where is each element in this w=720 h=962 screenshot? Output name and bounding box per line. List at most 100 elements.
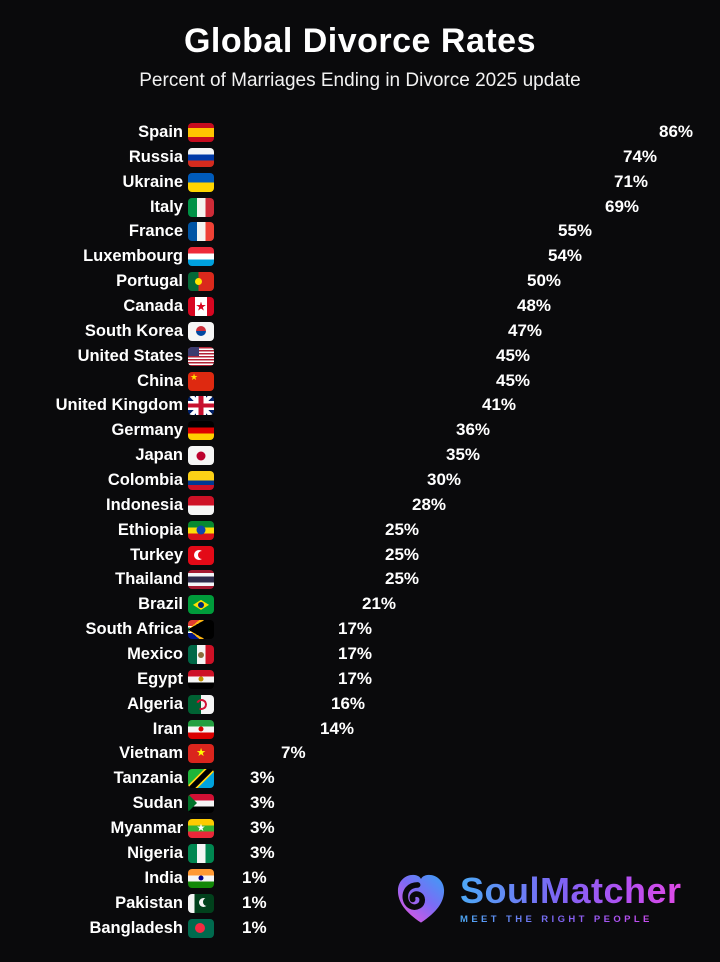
chart-row: Nigeria 3% <box>0 841 720 866</box>
value-label: 1% <box>242 867 267 887</box>
fr-flag-icon <box>188 222 214 242</box>
chart-row: Ethiopia 25% <box>0 518 720 543</box>
chart-row: Mexico 17% <box>0 642 720 667</box>
value-label: 48% <box>517 296 552 316</box>
chart-row: Bangladesh 1% <box>0 916 720 941</box>
value-label: 3% <box>250 842 275 862</box>
value-label: 3% <box>250 818 275 838</box>
chart-rows: Spain 86% Russia 74% Ukraine 71% Italy 6… <box>0 120 720 940</box>
co-flag-icon <box>188 471 214 491</box>
country-label: Luxembourg <box>83 247 183 266</box>
value-label: 1% <box>242 892 267 912</box>
id-flag-icon <box>188 495 214 515</box>
tz-flag-icon <box>188 769 214 789</box>
chart-row: Colombia 30% <box>0 468 720 493</box>
eg-flag-icon <box>188 669 214 689</box>
value-label: 69% <box>605 196 640 216</box>
chart-header: Global Divorce Rates Percent of Marriage… <box>0 0 720 92</box>
br-flag-icon <box>188 595 214 615</box>
de-flag-icon <box>188 421 214 441</box>
country-label: Colombia <box>107 471 183 490</box>
logo-tagline: MEET THE RIGHT PEOPLE <box>460 914 682 925</box>
value-label: 45% <box>496 345 531 365</box>
chart-row: United States 45% <box>0 344 720 369</box>
value-label: 3% <box>250 768 275 788</box>
value-label: 17% <box>338 644 373 664</box>
vn-flag-icon <box>188 744 214 764</box>
chart-row: South Korea 47% <box>0 319 720 344</box>
country-label: Russia <box>128 147 183 166</box>
country-label: Pakistan <box>115 893 183 912</box>
cn-flag-icon <box>188 371 214 391</box>
country-label: Italy <box>149 197 183 216</box>
country-label: South Africa <box>85 620 183 639</box>
value-label: 16% <box>331 693 366 713</box>
country-label: United Kingdom <box>55 396 183 415</box>
in-flag-icon <box>188 868 214 888</box>
value-label: 25% <box>385 569 420 589</box>
mx-flag-icon <box>188 645 214 665</box>
chart-row: Portugal 50% <box>0 269 720 294</box>
chart-row: Pakistan 1% <box>0 891 720 916</box>
country-label: Brazil <box>138 595 183 614</box>
country-label: Algeria <box>127 694 183 713</box>
ca-flag-icon <box>188 297 214 317</box>
country-label: Tanzania <box>113 769 183 788</box>
kr-flag-icon <box>188 321 214 341</box>
ng-flag-icon <box>188 843 214 863</box>
country-label: Myanmar <box>110 819 183 838</box>
value-label: 14% <box>320 718 355 738</box>
chart-row: France 55% <box>0 219 720 244</box>
chart-row: Tanzania 3% <box>0 766 720 791</box>
country-label: Turkey <box>130 545 183 564</box>
country-label: France <box>128 222 183 241</box>
ua-flag-icon <box>188 172 214 192</box>
value-label: 28% <box>412 494 447 514</box>
chart-row: Luxembourg 54% <box>0 244 720 269</box>
chart-row: Algeria 16% <box>0 692 720 717</box>
value-label: 25% <box>385 544 420 564</box>
country-label: Thailand <box>115 570 183 589</box>
value-label: 41% <box>482 395 517 415</box>
value-label: 50% <box>527 271 562 291</box>
value-label: 30% <box>427 470 462 490</box>
value-label: 21% <box>362 594 397 614</box>
value-label: 17% <box>338 619 373 639</box>
country-label: United States <box>77 346 183 365</box>
mm-flag-icon <box>188 819 214 839</box>
country-label: India <box>144 868 183 887</box>
country-label: Bangladesh <box>89 918 183 937</box>
pk-flag-icon <box>188 893 214 913</box>
value-label: 25% <box>385 519 420 539</box>
country-label: South Korea <box>84 321 183 340</box>
country-label: Egypt <box>137 669 183 688</box>
country-label: Nigeria <box>127 843 183 862</box>
chart-row: Canada 48% <box>0 294 720 319</box>
chart-row: Turkey 25% <box>0 543 720 568</box>
value-label: 54% <box>548 246 583 266</box>
chart-row: Egypt 17% <box>0 667 720 692</box>
country-label: Germany <box>111 421 183 440</box>
country-label: China <box>137 371 183 390</box>
logo-text: SoulMatcher MEET THE RIGHT PEOPLE <box>460 873 682 926</box>
chart-row: Italy 69% <box>0 195 720 220</box>
country-label: Vietnam <box>119 744 183 763</box>
country-label: Ethiopia <box>117 520 183 539</box>
chart-title: Global Divorce Rates <box>183 22 536 60</box>
value-label: 86% <box>659 122 694 141</box>
value-label: 36% <box>456 420 491 440</box>
chart-subtitle: Percent of Marriages Ending in Divorce 2… <box>139 70 581 91</box>
et-flag-icon <box>188 520 214 540</box>
value-label: 1% <box>242 917 267 937</box>
country-label: Iran <box>152 719 183 738</box>
sd-flag-icon <box>188 794 214 814</box>
chart-row: Japan 35% <box>0 443 720 468</box>
value-label: 55% <box>558 221 593 241</box>
dz-flag-icon <box>188 694 214 714</box>
pt-flag-icon <box>188 272 214 292</box>
chart-row: Vietnam 7% <box>0 741 720 766</box>
value-label: 71% <box>614 171 649 191</box>
gb-flag-icon <box>188 396 214 416</box>
value-label: 47% <box>508 320 543 340</box>
ru-flag-icon <box>188 147 214 167</box>
